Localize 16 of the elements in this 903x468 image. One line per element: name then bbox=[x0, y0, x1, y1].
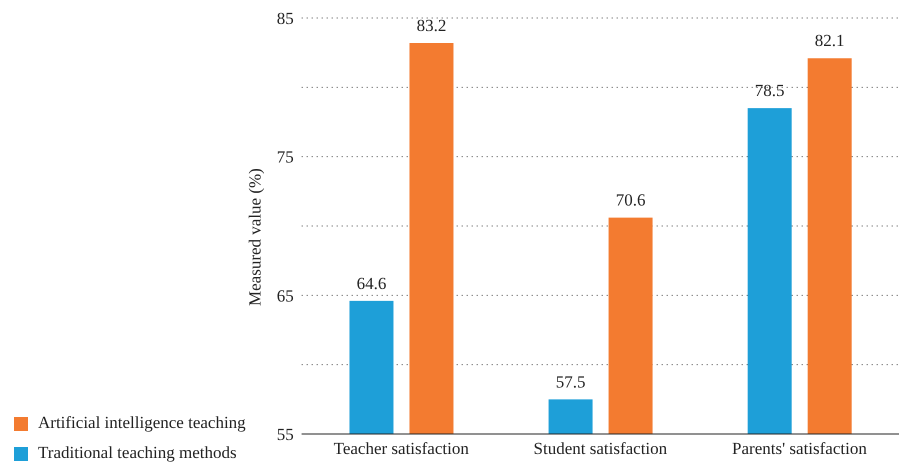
x-tick-label: Student satisfaction bbox=[534, 439, 668, 458]
y-tick-label: 55 bbox=[276, 425, 294, 444]
y-tick-label: 65 bbox=[276, 286, 294, 306]
legend-label: Traditional teaching methods bbox=[38, 443, 237, 462]
data-label: 64.6 bbox=[356, 274, 386, 293]
x-tick-label: Parents' satisfaction bbox=[732, 439, 868, 458]
data-label: 78.5 bbox=[754, 81, 785, 100]
x-tick-label: Teacher satisfaction bbox=[334, 439, 470, 458]
data-label: 57.5 bbox=[556, 372, 586, 392]
y-axis-title: Measured value (%) bbox=[246, 168, 265, 306]
y-tick-label: 85 bbox=[276, 9, 294, 28]
data-label: 82.1 bbox=[814, 31, 845, 50]
legend-label: Artificial intelligence teaching bbox=[38, 413, 246, 432]
data-label: 83.2 bbox=[416, 16, 446, 35]
y-tick-label: 75 bbox=[276, 148, 294, 167]
data-label: 70.6 bbox=[616, 190, 646, 210]
